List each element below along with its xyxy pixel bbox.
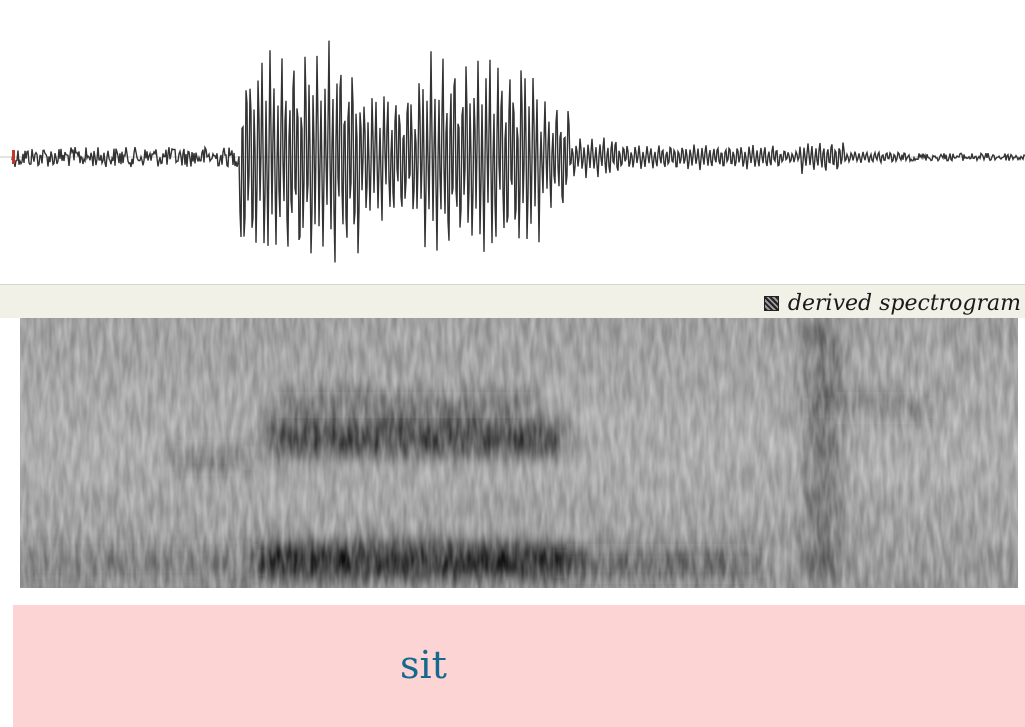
spectrogram-title[interactable]: derived spectrogram (763, 291, 1021, 316)
transcript-tier[interactable]: sit (13, 605, 1025, 727)
spectrogram-texture (20, 318, 1018, 588)
spectrogram-panel[interactable] (20, 318, 1018, 588)
spectrogram-image (20, 318, 1018, 588)
spectrogram-label-bar: derived spectrogram (0, 284, 1025, 318)
waveform-panel[interactable] (0, 0, 1025, 284)
spectrogram-title-text: derived spectrogram (787, 291, 1021, 316)
waveform-plot (0, 40, 1025, 263)
selection-start-marker (12, 150, 15, 164)
transcript-word[interactable]: sit (400, 643, 447, 687)
waveform-trace (11, 40, 1025, 263)
checkerboard-icon (763, 296, 779, 311)
